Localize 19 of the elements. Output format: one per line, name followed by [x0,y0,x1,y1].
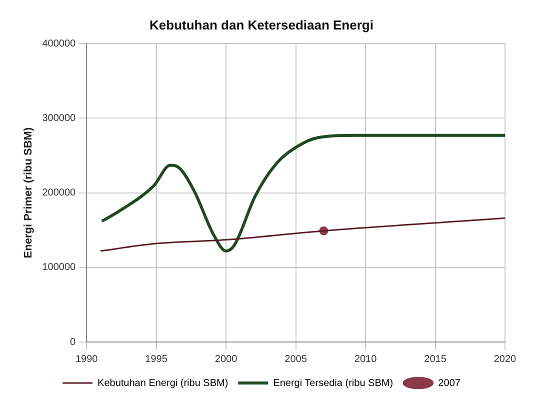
y-tick-label: 100000 [42,262,76,274]
x-tick-label: 1990 [75,354,98,365]
y-tick-label: 300000 [42,112,76,124]
x-tick-label: 2010 [354,354,378,365]
x-tick-label: 2005 [284,354,308,365]
x-tick-label: 2020 [494,354,517,365]
line-series [100,134,505,252]
line-series [100,217,505,252]
y-axis-title: Energi Primer (ribu SBM) [22,127,35,258]
legend-label: Energi Tersedia (ribu SBM) [273,378,394,389]
x-tick-label: 2015 [424,354,447,365]
x-tick-label: 1995 [145,354,168,365]
legend-label: 2007 [438,378,461,389]
y-tick-label: 0 [70,336,76,348]
y-tick-label: 400000 [42,38,76,50]
legend-label: Kebutuhan Energi (ribu SBM) [98,378,228,389]
chart-title: Kebutuhan dan Ketersediaan Energi [150,17,374,32]
y-tick-label: 200000 [42,188,76,199]
x-tick-label: 2000 [214,354,238,365]
